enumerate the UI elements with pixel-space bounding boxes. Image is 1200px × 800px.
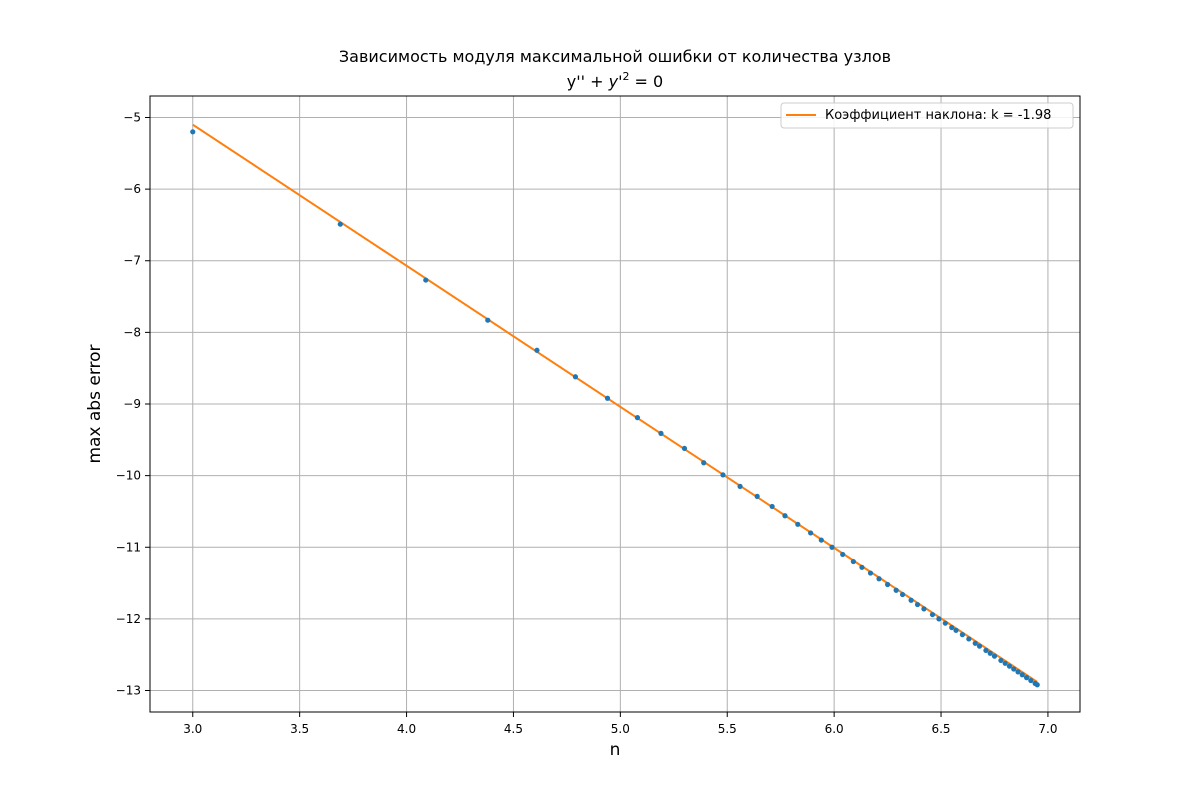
y-tick-label: −13: [116, 684, 141, 698]
y-tick-label: −10: [116, 469, 141, 483]
data-point: [942, 620, 948, 626]
data-point: [914, 601, 921, 608]
legend-box: [780, 102, 1074, 129]
x-tick-label: 5.0: [611, 722, 630, 736]
axis-ticks: 3.0 3.5 4.0 4.5 5.0 5.5 6.0 6.5 7.0 −5 −6 −7 −8 −9 −10…: [116, 110, 1058, 736]
data-point: [1023, 675, 1030, 681]
data-point: [976, 643, 983, 649]
data-point: [754, 493, 760, 499]
data-point: [1006, 663, 1013, 669]
data-point: [808, 530, 814, 536]
data-point: [1019, 672, 1025, 678]
data-point: [876, 576, 882, 582]
data-point: [949, 624, 955, 631]
x-tick-label: 3.0: [183, 722, 202, 736]
data-point: [987, 650, 993, 656]
chart-subtitle: y'' + y'2 = 0: [567, 70, 663, 91]
x-axis-label: n: [610, 740, 621, 760]
data-point: [929, 611, 936, 618]
legend-label: Коэффициент наклона: k = -1.98: [825, 108, 1051, 123]
data-point: [769, 503, 775, 510]
data-point: [485, 317, 491, 323]
data-point: [190, 129, 196, 135]
data-point: [795, 521, 801, 527]
y-tick-label: −11: [116, 540, 141, 554]
data-point: [1034, 682, 1040, 688]
data-point: [953, 627, 959, 633]
data-point: [959, 632, 966, 638]
data-point: [867, 570, 874, 576]
data-point: [604, 395, 611, 401]
y-tick-label: −12: [116, 612, 141, 626]
data-point: [972, 640, 978, 646]
data-points: [190, 129, 1040, 688]
data-point: [1002, 660, 1008, 666]
data-point: [840, 551, 846, 558]
y-tick-label: −8: [123, 325, 141, 339]
y-tick-label: −5: [123, 110, 141, 124]
data-point: [737, 483, 743, 489]
data-point: [1015, 669, 1021, 675]
data-point: [893, 587, 899, 593]
data-point: [991, 653, 998, 659]
data-point: [998, 657, 1004, 664]
data-point: [634, 415, 641, 421]
subtitle-var: y': [608, 72, 623, 91]
y-tick-label: −7: [123, 254, 141, 268]
data-point: [337, 221, 343, 227]
data-point: [936, 616, 942, 622]
data-point: [899, 591, 906, 598]
data-point: [859, 564, 865, 570]
subtitle-right: = 0: [629, 72, 663, 91]
subtitle-left: y'' +: [567, 72, 609, 91]
y-tick-label: −6: [123, 182, 141, 196]
y-tick-label: −9: [123, 397, 141, 411]
plot-frame: [149, 95, 1081, 713]
x-tick-label: 3.5: [290, 722, 309, 736]
x-tick-label: 5.5: [718, 722, 737, 736]
x-tick-label: 6.0: [825, 722, 844, 736]
data-point: [884, 581, 891, 588]
x-tick-label: 7.0: [1038, 722, 1057, 736]
x-tick-label: 4.5: [504, 722, 523, 736]
data-point: [1028, 677, 1034, 684]
data-point: [423, 277, 429, 283]
chart-title: Зависимость модуля максимальной ошибки о…: [339, 47, 891, 66]
data-point: [818, 537, 824, 543]
data-point: [966, 636, 972, 642]
data-point: [829, 544, 835, 550]
data-point: [701, 460, 707, 466]
data-point: [782, 513, 788, 519]
x-tick-label: 4.0: [397, 722, 416, 736]
x-tick-label: 6.5: [931, 722, 950, 736]
data-point: [534, 347, 540, 353]
data-point: [850, 558, 856, 565]
data-point: [983, 647, 989, 654]
data-point: [908, 597, 914, 603]
data-point: [572, 374, 579, 380]
data-point: [658, 430, 664, 436]
data-point: [720, 472, 726, 478]
subtitle-exp: 2: [622, 70, 629, 83]
data-point: [1011, 666, 1017, 672]
data-point: [921, 606, 927, 612]
data-point: [681, 445, 688, 452]
legend: Коэффициент наклона: k = -1.98: [780, 102, 1074, 129]
y-axis-label: max abs error: [85, 344, 105, 463]
